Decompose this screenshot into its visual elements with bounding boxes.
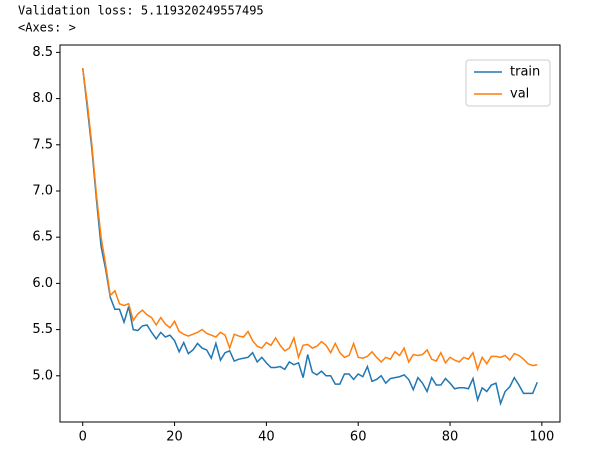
- x-tick-label: 0: [79, 430, 87, 445]
- y-tick-label: 6.5: [32, 230, 53, 245]
- x-tick-label: 40: [258, 430, 275, 445]
- output-line: Validation loss: 5.119320249557495: [18, 4, 264, 18]
- y-tick-label: 6.0: [32, 276, 53, 291]
- axes-frame: [59, 44, 561, 423]
- line-series: [81, 68, 538, 407]
- x-tick-label: 20: [166, 430, 183, 445]
- x-tick-label: 60: [350, 430, 367, 445]
- y-tick-label: 7.0: [32, 183, 53, 198]
- y-tick-label: 5.0: [32, 368, 53, 383]
- y-tick-label: 8.0: [32, 91, 53, 106]
- y-tick-label: 5.5: [32, 322, 53, 337]
- x-tick-label: 80: [442, 430, 459, 445]
- y-tick-label: 8.5: [32, 45, 53, 60]
- y-tick-label: 7.5: [32, 137, 53, 152]
- legend-label: val: [510, 87, 529, 102]
- x-tick-label: 100: [529, 430, 554, 445]
- line-series: [81, 68, 538, 372]
- output-line: <Axes: >: [18, 21, 76, 35]
- legend-label: train: [510, 65, 540, 80]
